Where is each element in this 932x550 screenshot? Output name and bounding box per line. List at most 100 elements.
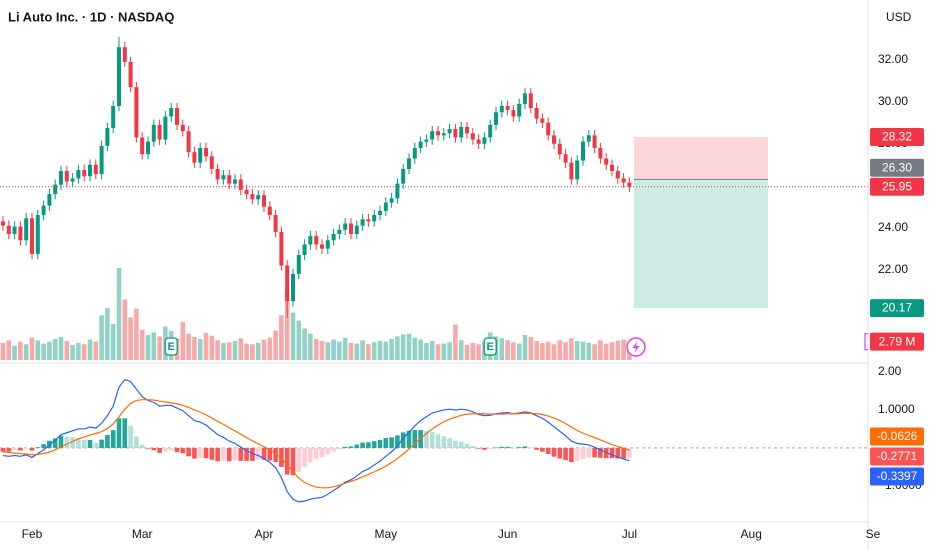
volume-bar xyxy=(389,338,394,360)
y-tick-label: 32.00 xyxy=(878,52,908,66)
macd-histogram-bar xyxy=(325,447,331,455)
candle-body xyxy=(511,110,516,117)
volume-bar xyxy=(302,328,307,360)
macd-histogram-bar xyxy=(615,447,621,459)
candle-body xyxy=(41,205,46,216)
volume-bar xyxy=(81,344,87,360)
volume-bar xyxy=(516,343,522,360)
macd-histogram-bar xyxy=(58,435,64,448)
x-tick-label: Se xyxy=(866,527,881,541)
macd-histogram-bar xyxy=(609,447,615,459)
volume-bar xyxy=(35,340,41,360)
volume-bar xyxy=(598,340,603,360)
macd-histogram-bar xyxy=(627,447,632,459)
volume-bar xyxy=(52,338,58,360)
volume-label-text: 2.79 M xyxy=(879,334,916,348)
candle-body xyxy=(412,147,417,159)
volume-bar xyxy=(105,308,110,360)
macd-histogram-bar xyxy=(41,444,46,448)
volume-bar xyxy=(197,338,203,360)
macd-histogram-bar xyxy=(279,447,284,467)
volume-bar xyxy=(267,337,273,360)
candle-body xyxy=(621,178,626,183)
macd-histogram-bar xyxy=(0,447,6,452)
candle-body xyxy=(523,93,527,104)
macd-histogram-bar xyxy=(302,447,307,467)
volume-bar xyxy=(58,337,64,360)
volume-bar xyxy=(435,344,441,360)
macd-histogram-bar xyxy=(255,447,261,460)
macd-histogram-bar xyxy=(377,439,383,448)
candle-body xyxy=(163,116,168,140)
volume-bar xyxy=(209,335,215,360)
volume-bar xyxy=(603,343,609,360)
x-tick-label: May xyxy=(374,527,397,541)
macd-histogram-bar xyxy=(389,437,394,448)
macd-histogram-bar xyxy=(180,447,186,454)
macd-histogram-bar xyxy=(464,443,470,448)
macd-histogram-bar xyxy=(273,447,278,462)
macd-histogram-bar xyxy=(81,439,87,448)
macd-label-text: -0.3397 xyxy=(877,469,918,483)
candle-body xyxy=(441,133,446,136)
axes: 22.0024.0026.0028.0030.0032.002.001.0000… xyxy=(22,0,932,550)
macd-histogram-bar xyxy=(424,431,429,448)
volume-bar xyxy=(395,336,400,360)
volume-bar xyxy=(255,342,261,360)
volume-bar xyxy=(145,335,151,360)
macd-histogram-bar xyxy=(354,444,360,448)
macd-histogram-bar xyxy=(203,447,209,459)
macd-histogram-bar xyxy=(528,447,534,449)
last-price-label-box xyxy=(870,177,924,196)
stop-zone xyxy=(634,137,768,180)
macd-histogram-bar xyxy=(52,438,58,448)
candle-body xyxy=(6,225,11,234)
macd-histogram-bar xyxy=(476,447,481,449)
macd-histogram-bar xyxy=(592,447,597,458)
y-tick-label: 24.00 xyxy=(878,220,908,234)
volume-bar xyxy=(244,343,249,360)
candle-body xyxy=(557,143,562,155)
macd-histogram-bar xyxy=(383,438,389,448)
volume-bar xyxy=(296,320,302,360)
candle-body xyxy=(279,231,284,266)
candle-body xyxy=(47,194,52,206)
macd-histogram-bar xyxy=(319,447,325,458)
volume-bar xyxy=(458,340,464,360)
candle-body xyxy=(117,47,121,106)
macd-histogram-bar xyxy=(499,446,505,448)
volume-bar xyxy=(238,338,244,360)
macd-histogram-bar xyxy=(406,430,412,448)
macd-histogram-bar xyxy=(308,447,313,462)
candle-body xyxy=(314,236,319,245)
signal-label-text: -0.0626 xyxy=(877,429,918,443)
stop-label-box xyxy=(870,128,924,147)
volume-bar xyxy=(87,339,93,360)
volume-bar xyxy=(342,337,348,360)
volume-bar xyxy=(441,343,447,360)
last-price-label: 25.95 xyxy=(870,177,924,196)
volume-bar xyxy=(511,342,516,360)
macd-histogram-bar xyxy=(145,447,151,449)
macd-histogram-bar xyxy=(540,447,545,452)
candle-body xyxy=(291,273,295,302)
volume-bar xyxy=(18,341,23,360)
entry-label-box xyxy=(870,158,924,177)
macd-histogram-bar xyxy=(192,447,197,459)
volume-bar xyxy=(313,338,319,360)
candle-body xyxy=(447,129,452,134)
chart-title: Li Auto Inc. · 1D · NASDAQ xyxy=(8,9,174,24)
candle-body xyxy=(209,156,214,169)
candle-body xyxy=(308,236,313,245)
candle-body xyxy=(227,175,232,184)
volume-bar xyxy=(284,290,290,360)
x-tick-label: Feb xyxy=(22,527,43,541)
candle-body xyxy=(383,202,388,211)
volume-bar xyxy=(325,342,331,360)
macd-histogram-bar xyxy=(197,447,203,458)
candle-body xyxy=(395,183,400,199)
candle-body xyxy=(598,147,603,159)
macd-histogram-bar xyxy=(563,447,568,461)
candle-body xyxy=(128,61,133,88)
